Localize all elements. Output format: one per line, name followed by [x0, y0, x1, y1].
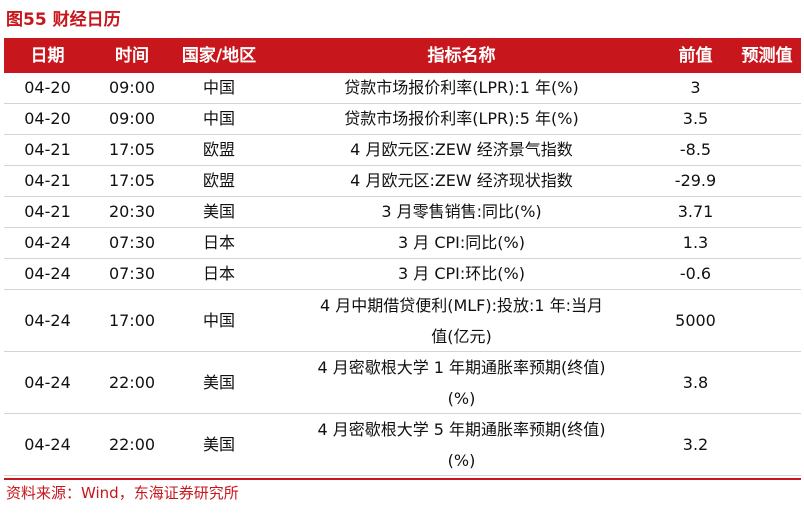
cell-previous: -0.6: [679, 264, 712, 283]
table-row: 04-24 07:30 日本 3 月 CPI:同比(%) 1.3: [4, 228, 801, 259]
header-previous: 前值: [678, 45, 713, 66]
table-row: 04-20 09:00 中国 贷款市场报价利率(LPR):1 年(%) 3: [4, 73, 801, 104]
header-date: 日期: [30, 45, 65, 66]
cell-indicator: 贷款市场报价利率(LPR):5 年(%): [344, 109, 579, 128]
cell-date: 04-24: [24, 310, 71, 330]
cell-time: 22:00: [108, 372, 156, 392]
cell-date: 04-20: [24, 109, 71, 128]
cell-indicator: 3 月零售销售:同比(%): [381, 202, 542, 221]
table-row: 04-21 17:05 欧盟 4 月欧元区:ZEW 经济现状指数 -29.9: [4, 166, 801, 197]
footer-divider: [4, 478, 801, 480]
header-indicator: 指标名称: [427, 45, 496, 66]
cell-country: 美国: [202, 202, 235, 221]
cell-time: 09:00: [108, 109, 156, 128]
cell-previous: 3.71: [677, 202, 714, 221]
table-row: 04-24 22:00 美国 4 月密歇根大学 1 年期通胀率预期(终值)(%)…: [4, 352, 801, 414]
source-note: 资料来源：Wind，东海证券研究所: [6, 484, 239, 502]
table-header-row: 日期 时间 国家/地区 指标名称 前值 预测值: [4, 38, 801, 73]
cell-country: 欧盟: [202, 171, 235, 190]
header-country: 国家/地区: [181, 45, 257, 66]
cell-previous: -29.9: [674, 171, 717, 190]
cell-country: 日本: [202, 233, 235, 252]
table-row: 04-21 20:30 美国 3 月零售销售:同比(%) 3.71: [4, 197, 801, 228]
cell-indicator: 贷款市场报价利率(LPR):1 年(%): [344, 78, 579, 97]
cell-indicator: 3 月 CPI:同比(%): [398, 233, 525, 252]
cell-indicator: 4 月密歇根大学 5 年期通胀率预期(终值)(%): [317, 419, 606, 470]
cell-date: 04-24: [24, 372, 71, 392]
cell-indicator: 3 月 CPI:环比(%): [398, 264, 525, 283]
cell-time: 07:30: [108, 233, 156, 252]
cell-previous: 5000: [675, 310, 716, 330]
cell-previous: -8.5: [679, 140, 712, 159]
cell-previous: 3.8: [682, 372, 709, 392]
cell-indicator: 4 月欧元区:ZEW 经济景气指数: [350, 140, 573, 159]
header-time: 时间: [115, 45, 149, 66]
cell-country: 美国: [202, 372, 235, 392]
header-forecast: 预测值: [741, 45, 793, 66]
cell-date: 04-21: [24, 171, 71, 190]
cell-country: 日本: [202, 264, 235, 283]
cell-date: 04-21: [24, 202, 71, 221]
table-row: 04-24 22:00 美国 4 月密歇根大学 5 年期通胀率预期(终值)(%)…: [4, 414, 801, 476]
cell-time: 07:30: [108, 264, 156, 283]
cell-indicator: 4 月密歇根大学 1 年期通胀率预期(终值)(%): [317, 357, 606, 408]
cell-country: 欧盟: [202, 140, 235, 159]
cell-country: 中国: [202, 78, 235, 97]
finance-calendar-table: 日期 时间 国家/地区 指标名称 前值 预测值 04-20 09:00 中国 贷…: [4, 38, 801, 476]
cell-previous: 1.3: [682, 233, 709, 252]
cell-date: 04-20: [24, 78, 71, 97]
table-row: 04-20 09:00 中国 贷款市场报价利率(LPR):5 年(%) 3.5: [4, 104, 801, 135]
table-row: 04-24 17:00 中国 4 月中期借贷便利(MLF):投放:1 年:当月值…: [4, 290, 801, 352]
cell-country: 中国: [202, 310, 235, 330]
cell-date: 04-21: [24, 140, 71, 159]
cell-time: 17:00: [108, 310, 156, 330]
cell-indicator: 4 月欧元区:ZEW 经济现状指数: [350, 171, 573, 190]
cell-time: 17:05: [108, 171, 156, 190]
cell-time: 09:00: [108, 78, 156, 97]
cell-time: 22:00: [108, 434, 156, 454]
cell-country: 美国: [202, 434, 235, 454]
cell-time: 17:05: [108, 140, 156, 159]
table-row: 04-24 07:30 日本 3 月 CPI:环比(%) -0.6: [4, 259, 801, 290]
cell-previous: 3.5: [682, 109, 709, 128]
cell-indicator: 4 月中期借贷便利(MLF):投放:1 年:当月值(亿元): [319, 295, 604, 346]
cell-date: 04-24: [24, 434, 71, 454]
cell-previous: 3: [690, 78, 701, 97]
table-row: 04-21 17:05 欧盟 4 月欧元区:ZEW 经济景气指数 -8.5: [4, 135, 801, 166]
cell-date: 04-24: [24, 264, 71, 283]
cell-time: 20:30: [108, 202, 156, 221]
figure-title: 图55 财经日历: [6, 10, 121, 30]
cell-previous: 3.2: [682, 434, 709, 454]
cell-country: 中国: [202, 109, 235, 128]
cell-date: 04-24: [24, 233, 71, 252]
